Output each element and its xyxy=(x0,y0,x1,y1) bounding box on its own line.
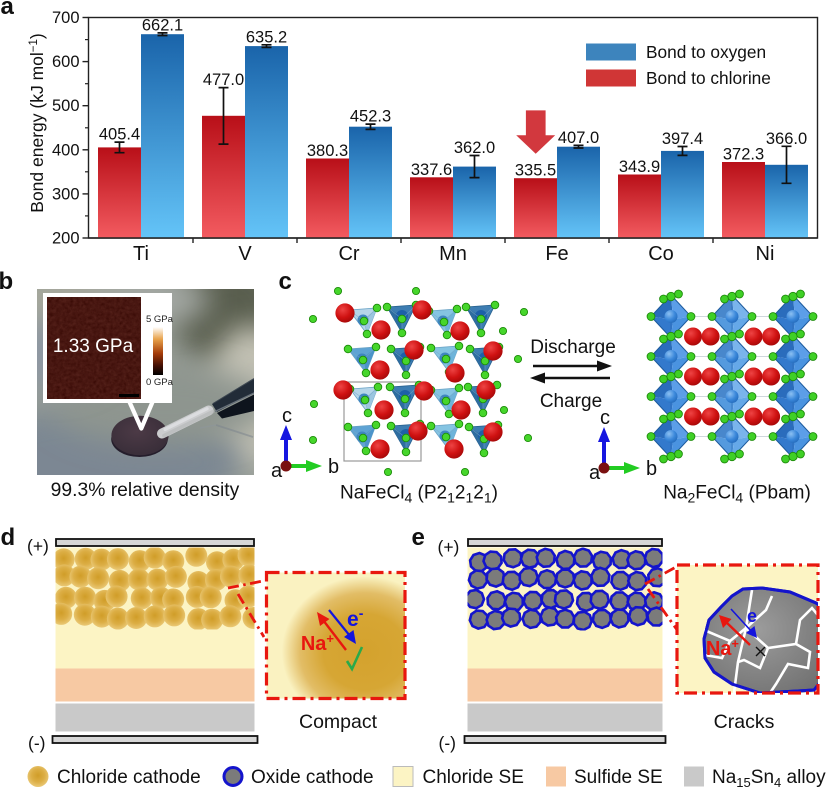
svg-text:Na2FeCl4 (Pbam): Na2FeCl4 (Pbam) xyxy=(663,483,811,506)
svg-text:Fe: Fe xyxy=(545,243,568,265)
svg-text:Sulfide SE: Sulfide SE xyxy=(574,767,663,788)
svg-text:b: b xyxy=(646,458,657,480)
svg-text:d: d xyxy=(1,524,16,551)
svg-text:1.33 GPa: 1.33 GPa xyxy=(53,336,134,357)
svg-text:400: 400 xyxy=(52,141,80,159)
svg-text:300: 300 xyxy=(52,185,80,203)
svg-text:Cracks: Cracks xyxy=(714,711,775,733)
svg-text:Compact: Compact xyxy=(299,711,378,733)
svg-text:a: a xyxy=(271,460,283,482)
svg-text:(+): (+) xyxy=(438,537,460,557)
svg-text:c: c xyxy=(600,407,610,429)
svg-text:Co: Co xyxy=(648,243,674,265)
svg-text:Ti: Ti xyxy=(133,243,149,265)
svg-text:Charge: Charge xyxy=(540,391,602,412)
svg-text:Oxide cathode: Oxide cathode xyxy=(251,767,374,788)
svg-text:(-): (-) xyxy=(439,733,456,753)
svg-text:335.5: 335.5 xyxy=(515,162,556,180)
svg-text:380.3: 380.3 xyxy=(307,142,348,160)
svg-text:Chloride SE: Chloride SE xyxy=(423,767,524,788)
svg-text:Bond to chlorine: Bond to chlorine xyxy=(646,68,771,88)
svg-text:c: c xyxy=(279,268,292,295)
svg-text:V: V xyxy=(238,243,252,265)
svg-text:NaFeCl4 (P212121): NaFeCl4 (P212121) xyxy=(340,483,498,506)
svg-text:662.1: 662.1 xyxy=(142,16,183,34)
svg-text:700: 700 xyxy=(52,9,80,27)
svg-text:200: 200 xyxy=(52,230,80,248)
svg-text:(-): (-) xyxy=(28,733,45,753)
svg-text:e: e xyxy=(412,524,425,551)
svg-text:Bond energy (kJ mol−1): Bond energy (kJ mol−1) xyxy=(27,33,47,212)
svg-text:b: b xyxy=(328,456,339,478)
svg-text:Na+: Na+ xyxy=(706,636,740,661)
svg-text:343.9: 343.9 xyxy=(619,158,660,176)
svg-text:Bond to oxygen: Bond to oxygen xyxy=(646,42,766,62)
svg-text:Na15Sn4 alloy: Na15Sn4 alloy xyxy=(712,767,826,790)
svg-text:372.3: 372.3 xyxy=(723,146,764,164)
svg-text:405.4: 405.4 xyxy=(99,126,140,144)
svg-text:600: 600 xyxy=(52,53,80,71)
svg-text:337.6: 337.6 xyxy=(411,161,452,179)
svg-text:635.2: 635.2 xyxy=(246,28,287,46)
svg-text:397.4: 397.4 xyxy=(662,130,703,148)
svg-text:b: b xyxy=(0,268,13,295)
svg-text:500: 500 xyxy=(52,97,80,115)
svg-text:366.0: 366.0 xyxy=(766,130,807,148)
svg-text:0 GPa: 0 GPa xyxy=(146,377,174,388)
svg-text:a: a xyxy=(589,462,601,484)
svg-text:452.3: 452.3 xyxy=(350,108,391,126)
svg-text:477.0: 477.0 xyxy=(203,71,244,89)
svg-text:(+): (+) xyxy=(27,536,49,556)
svg-text:Mn: Mn xyxy=(439,243,467,265)
svg-text:a: a xyxy=(1,0,15,20)
svg-text:5 GPa: 5 GPa xyxy=(146,314,174,325)
svg-text:c: c xyxy=(282,405,292,427)
svg-text:407.0: 407.0 xyxy=(558,129,599,147)
svg-text:e: e xyxy=(747,606,757,626)
svg-text:Ni: Ni xyxy=(756,243,775,265)
svg-text:99.3% relative density: 99.3% relative density xyxy=(51,480,240,501)
svg-text:Cr: Cr xyxy=(338,243,359,265)
svg-text:Discharge: Discharge xyxy=(530,337,616,358)
svg-text:Chloride cathode: Chloride cathode xyxy=(57,767,201,788)
svg-text:362.0: 362.0 xyxy=(454,139,495,157)
